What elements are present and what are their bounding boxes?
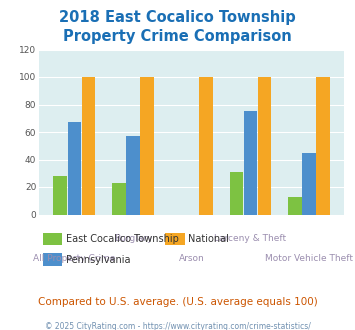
Text: Motor Vehicle Theft: Motor Vehicle Theft (265, 254, 353, 263)
Bar (54, 176, 67, 214)
Bar (258, 77, 271, 214)
Bar (126, 136, 140, 214)
Text: All Property Crime: All Property Crime (33, 254, 115, 263)
Text: Arson: Arson (179, 254, 204, 263)
Bar (230, 172, 243, 214)
Bar (112, 183, 126, 214)
Text: Larceny & Theft: Larceny & Theft (214, 234, 286, 243)
Text: © 2025 CityRating.com - https://www.cityrating.com/crime-statistics/: © 2025 CityRating.com - https://www.city… (45, 322, 310, 330)
Bar (199, 77, 213, 214)
Bar (244, 112, 257, 214)
Bar (288, 197, 302, 214)
Text: Pennsylvania: Pennsylvania (66, 255, 130, 265)
Text: Compared to U.S. average. (U.S. average equals 100): Compared to U.S. average. (U.S. average … (38, 297, 317, 307)
Bar (316, 77, 330, 214)
Text: East Cocalico Township: East Cocalico Township (66, 234, 179, 244)
Text: Burglary: Burglary (114, 234, 152, 243)
Bar (82, 77, 95, 214)
Bar (302, 152, 316, 214)
Text: 2018 East Cocalico Township
Property Crime Comparison: 2018 East Cocalico Township Property Cri… (59, 10, 296, 44)
Bar (140, 77, 154, 214)
Text: National: National (188, 234, 229, 244)
Bar (67, 122, 81, 214)
